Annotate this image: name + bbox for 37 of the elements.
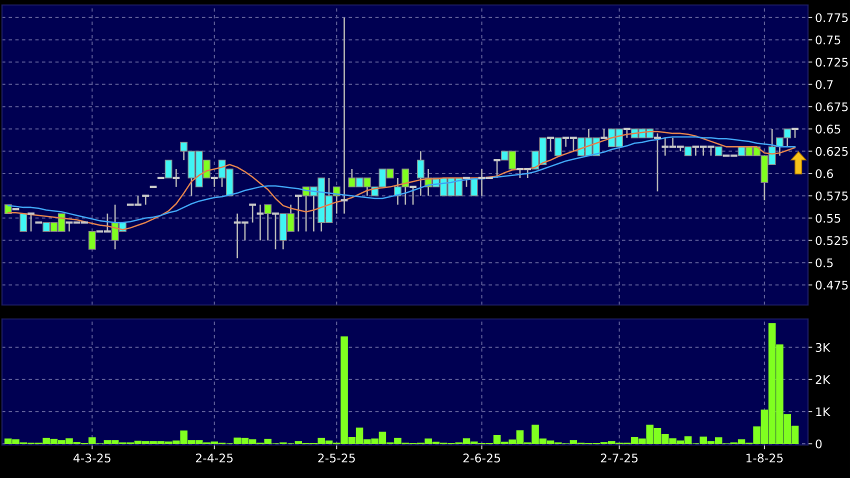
x-tick-label: 1-8-25 bbox=[746, 454, 783, 462]
y-tick-label: 0.625 bbox=[816, 146, 848, 156]
candlestick bbox=[264, 204, 272, 242]
candlestick bbox=[294, 194, 303, 232]
y-tick-label: 3K bbox=[816, 343, 830, 352]
y-tick-label: 0.725 bbox=[816, 58, 848, 67]
y-tick-label: 2K bbox=[816, 375, 830, 384]
candlestick bbox=[34, 221, 44, 224]
candlestick bbox=[340, 16, 349, 214]
y-tick-label: 1K bbox=[816, 407, 830, 416]
candlestick bbox=[164, 160, 172, 178]
y-tick-label: 0.7 bbox=[816, 80, 833, 89]
candlestick bbox=[492, 159, 502, 179]
y-tick-label: 0.575 bbox=[816, 192, 848, 200]
candlestick bbox=[248, 204, 258, 224]
y-tick-label: 0.5 bbox=[816, 258, 833, 268]
y-tick-label: 0 bbox=[816, 439, 822, 448]
candlestick bbox=[88, 231, 96, 250]
candlestick bbox=[156, 176, 166, 180]
x-tick-label: 2-6-25 bbox=[463, 454, 500, 462]
candlestick bbox=[172, 168, 181, 188]
y-tick-label: 0.55 bbox=[816, 214, 840, 223]
y-tick-label: 0.475 bbox=[816, 280, 848, 290]
y-tick-label: 0.6 bbox=[816, 169, 833, 178]
y-tick-label: 0.525 bbox=[816, 236, 848, 246]
x-tick-label: 2-4-25 bbox=[196, 454, 233, 462]
y-tick-label: 0.75 bbox=[816, 35, 840, 44]
x-tick-label: 2-7-25 bbox=[600, 454, 638, 462]
candlestick bbox=[141, 194, 150, 206]
y-tick-label: 0.675 bbox=[816, 102, 848, 112]
y-tick-label: 0.775 bbox=[816, 13, 848, 22]
candlestick bbox=[210, 176, 219, 188]
candlestick bbox=[20, 213, 28, 232]
candlestick bbox=[554, 137, 562, 156]
y-tick-label: 0.65 bbox=[816, 124, 840, 134]
x-tick-label: 4-3-25 bbox=[73, 454, 110, 462]
x-tick-label: 2-5-25 bbox=[318, 454, 355, 462]
